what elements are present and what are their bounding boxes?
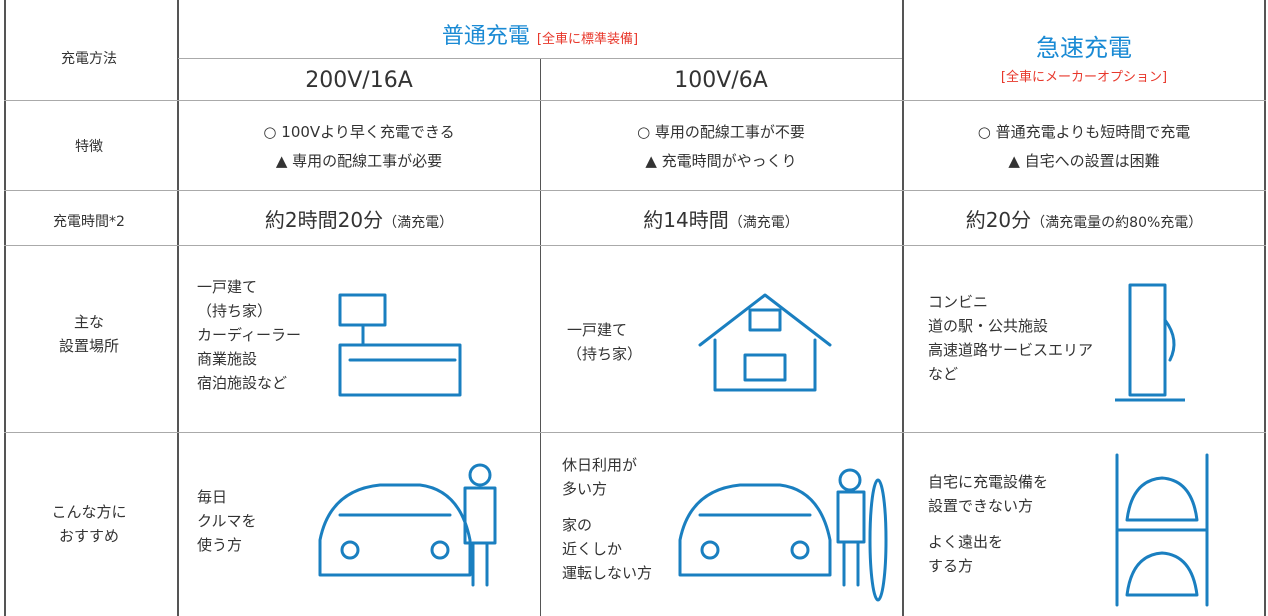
feature: ▲ 充電時間がやっくり bbox=[645, 152, 797, 170]
feature: ▲ 専用の配線工事が必要 bbox=[275, 152, 443, 170]
charger-icon bbox=[1115, 283, 1185, 402]
place: （持ち家） bbox=[197, 302, 273, 320]
place: 高速道路サービスエリア bbox=[928, 341, 1094, 359]
time-main: 約20分 bbox=[965, 208, 1032, 232]
border bbox=[4, 0, 6, 616]
car-icon bbox=[318, 483, 472, 577]
row-label: 特徴 bbox=[75, 139, 103, 155]
recommend-line: 運転しない方 bbox=[562, 564, 653, 582]
recommend-line: クルマを bbox=[197, 512, 257, 530]
recommend-line: 使う方 bbox=[197, 536, 243, 554]
house-icon bbox=[698, 293, 832, 392]
border bbox=[4, 100, 1266, 101]
border bbox=[4, 432, 1266, 433]
recommend-group: 家の近くしか運転しない方 bbox=[562, 513, 652, 585]
feature-cell: ○ 100Vより早く充電できる ▲ 専用の配線工事が必要 bbox=[178, 118, 540, 176]
border bbox=[540, 58, 541, 616]
border bbox=[178, 58, 902, 59]
place: など bbox=[928, 365, 959, 383]
place: 一戸建て bbox=[197, 278, 258, 296]
line: 主な bbox=[73, 313, 104, 331]
recommend-group: 毎日 クルマを 使う方 bbox=[197, 485, 257, 557]
recommend-line: 休日利用が bbox=[562, 456, 638, 474]
time-main: 約2時間20分 bbox=[264, 208, 384, 232]
feature-cell: ○ 普通充電よりも短時間で充電 ▲ 自宅への設置は困難 bbox=[903, 118, 1265, 176]
place: 宿泊施設など bbox=[197, 374, 288, 392]
parking-icon bbox=[1115, 453, 1209, 607]
feature: ○ 専用の配線工事が不要 bbox=[637, 123, 805, 141]
line: おすすめ bbox=[58, 527, 119, 545]
recommend-group: よく遠出を する方 bbox=[928, 530, 1048, 578]
time-cell: 約14時間（満充電） bbox=[540, 204, 902, 233]
line: こんな方に bbox=[51, 503, 127, 521]
recommend-cell: 毎日 クルマを 使う方 bbox=[197, 485, 257, 557]
recommend-line: 自宅に充電設備を bbox=[928, 473, 1049, 491]
note: [全車にメーカーオプション] bbox=[1000, 70, 1168, 85]
sub: 200V/16A bbox=[305, 68, 413, 93]
recommend-line: 設置できない方 bbox=[928, 497, 1034, 515]
border bbox=[4, 245, 1266, 246]
person-icon bbox=[463, 463, 497, 587]
recommend-cell: 自宅に充電設備を 設置できない方 よく遠出を する方 bbox=[928, 470, 1048, 578]
place: カーディーラー bbox=[197, 326, 301, 344]
recommend-line: する方 bbox=[928, 557, 974, 575]
time-note: （満充電） bbox=[383, 215, 454, 231]
time-cell: 約20分（満充電量の約80%充電） bbox=[903, 204, 1265, 233]
header: 普通充電 [全車に標準装備] bbox=[178, 18, 902, 50]
time-note: （満充電量の約80%充電） bbox=[1031, 215, 1203, 231]
surfer-icon bbox=[836, 468, 888, 602]
place: 一戸建て bbox=[567, 321, 628, 339]
row-label: 充電時間*2 bbox=[53, 214, 125, 230]
recommend-cell: 休日利用が多い方家の近くしか運転しない方 bbox=[562, 453, 652, 585]
place: コンビニ bbox=[928, 293, 989, 311]
car-icon bbox=[678, 483, 832, 577]
feature-cell: ○ 専用の配線工事が不要 ▲ 充電時間がやっくり bbox=[540, 118, 902, 176]
place-cell: 一戸建て （持ち家） bbox=[567, 318, 642, 366]
recommend-line: よく遠出を bbox=[928, 533, 1004, 551]
sub: 100V/6A bbox=[674, 68, 768, 93]
place-cell: 一戸建て （持ち家） カーディーラー 商業施設宿泊施設など bbox=[197, 275, 301, 395]
border bbox=[177, 0, 179, 616]
line: 設置場所 bbox=[58, 337, 119, 355]
recommend-group: 自宅に充電設備を 設置できない方 bbox=[928, 470, 1048, 518]
row-label: 主な 設置場所 bbox=[0, 310, 178, 358]
feature: ○ 100Vより早く充電できる bbox=[263, 123, 455, 141]
time-main: 約14時間 bbox=[643, 208, 729, 232]
place-cell: コンビニ道の駅・公共施設高速道路サービスエリア など bbox=[928, 290, 1093, 386]
place: （持ち家） bbox=[567, 345, 643, 363]
place: 商業施設 bbox=[197, 350, 258, 368]
recommend-line: 毎日 bbox=[197, 488, 228, 506]
time-note: （満充電） bbox=[728, 215, 799, 231]
feature: ○ 普通充電よりも短時間で充電 bbox=[977, 123, 1191, 141]
border bbox=[902, 0, 904, 616]
feature: ▲ 自宅への設置は困難 bbox=[1008, 152, 1160, 170]
store-icon bbox=[338, 293, 462, 397]
recommend-line: 多い方 bbox=[562, 480, 608, 498]
row-label: 充電方法 bbox=[61, 51, 117, 67]
row-label: こんな方に おすすめ bbox=[0, 500, 178, 548]
time-cell: 約2時間20分（満充電） bbox=[178, 204, 540, 233]
recommend-line: 近くしか bbox=[562, 540, 623, 558]
recommend-group: 休日利用が 多い方 bbox=[562, 453, 652, 501]
border bbox=[4, 190, 1266, 191]
recommend-line: 家の bbox=[562, 516, 593, 534]
border bbox=[1264, 0, 1266, 616]
note: [全車に標準装備] bbox=[536, 32, 639, 47]
title: 急速充電 bbox=[1036, 34, 1132, 62]
place: 道の駅・公共施設 bbox=[928, 317, 1049, 335]
title: 普通充電 bbox=[441, 24, 530, 49]
